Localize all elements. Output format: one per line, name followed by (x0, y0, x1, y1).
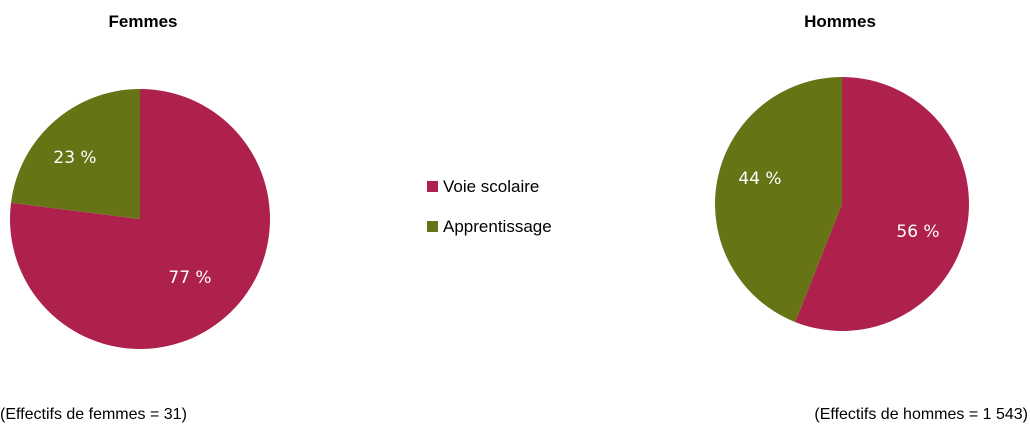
slice-label-femmes-voie-scolaire: 77 % (168, 268, 211, 288)
slice-label-hommes-voie-scolaire: 56 % (896, 222, 939, 242)
footnote-femmes: (Effectifs de femmes = 31) (0, 406, 187, 423)
legend-label-apprentissage: Apprentissage (443, 216, 552, 236)
legend-swatch-apprentissage (427, 221, 438, 232)
chart-title-hommes: Hommes (804, 12, 876, 31)
legend-item-apprentissage: Apprentissage (427, 216, 552, 237)
pie-chart-femmes: 77 % 23 % (10, 89, 270, 349)
legend-item-voie-scolaire: Voie scolaire (427, 176, 552, 197)
pie-slice-femmes-apprentissage (11, 89, 141, 219)
legend-label-voie-scolaire: Voie scolaire (443, 176, 540, 196)
chart-title-femmes: Femmes (108, 12, 178, 31)
pie-chart-hommes: 56 % 44 % (714, 77, 969, 331)
pie-slice-hommes-apprentissage (714, 77, 842, 323)
legend: Voie scolaire Apprentissage (427, 176, 552, 256)
pie-slice-hommes-voie-scolaire (795, 77, 969, 331)
legend-swatch-voie-scolaire (427, 181, 438, 192)
footnote-hommes: (Effectifs de hommes = 1 543) (814, 406, 1028, 423)
slice-label-hommes-apprentissage: 44 % (738, 169, 781, 189)
slice-label-femmes-apprentissage: 23 % (53, 148, 96, 168)
